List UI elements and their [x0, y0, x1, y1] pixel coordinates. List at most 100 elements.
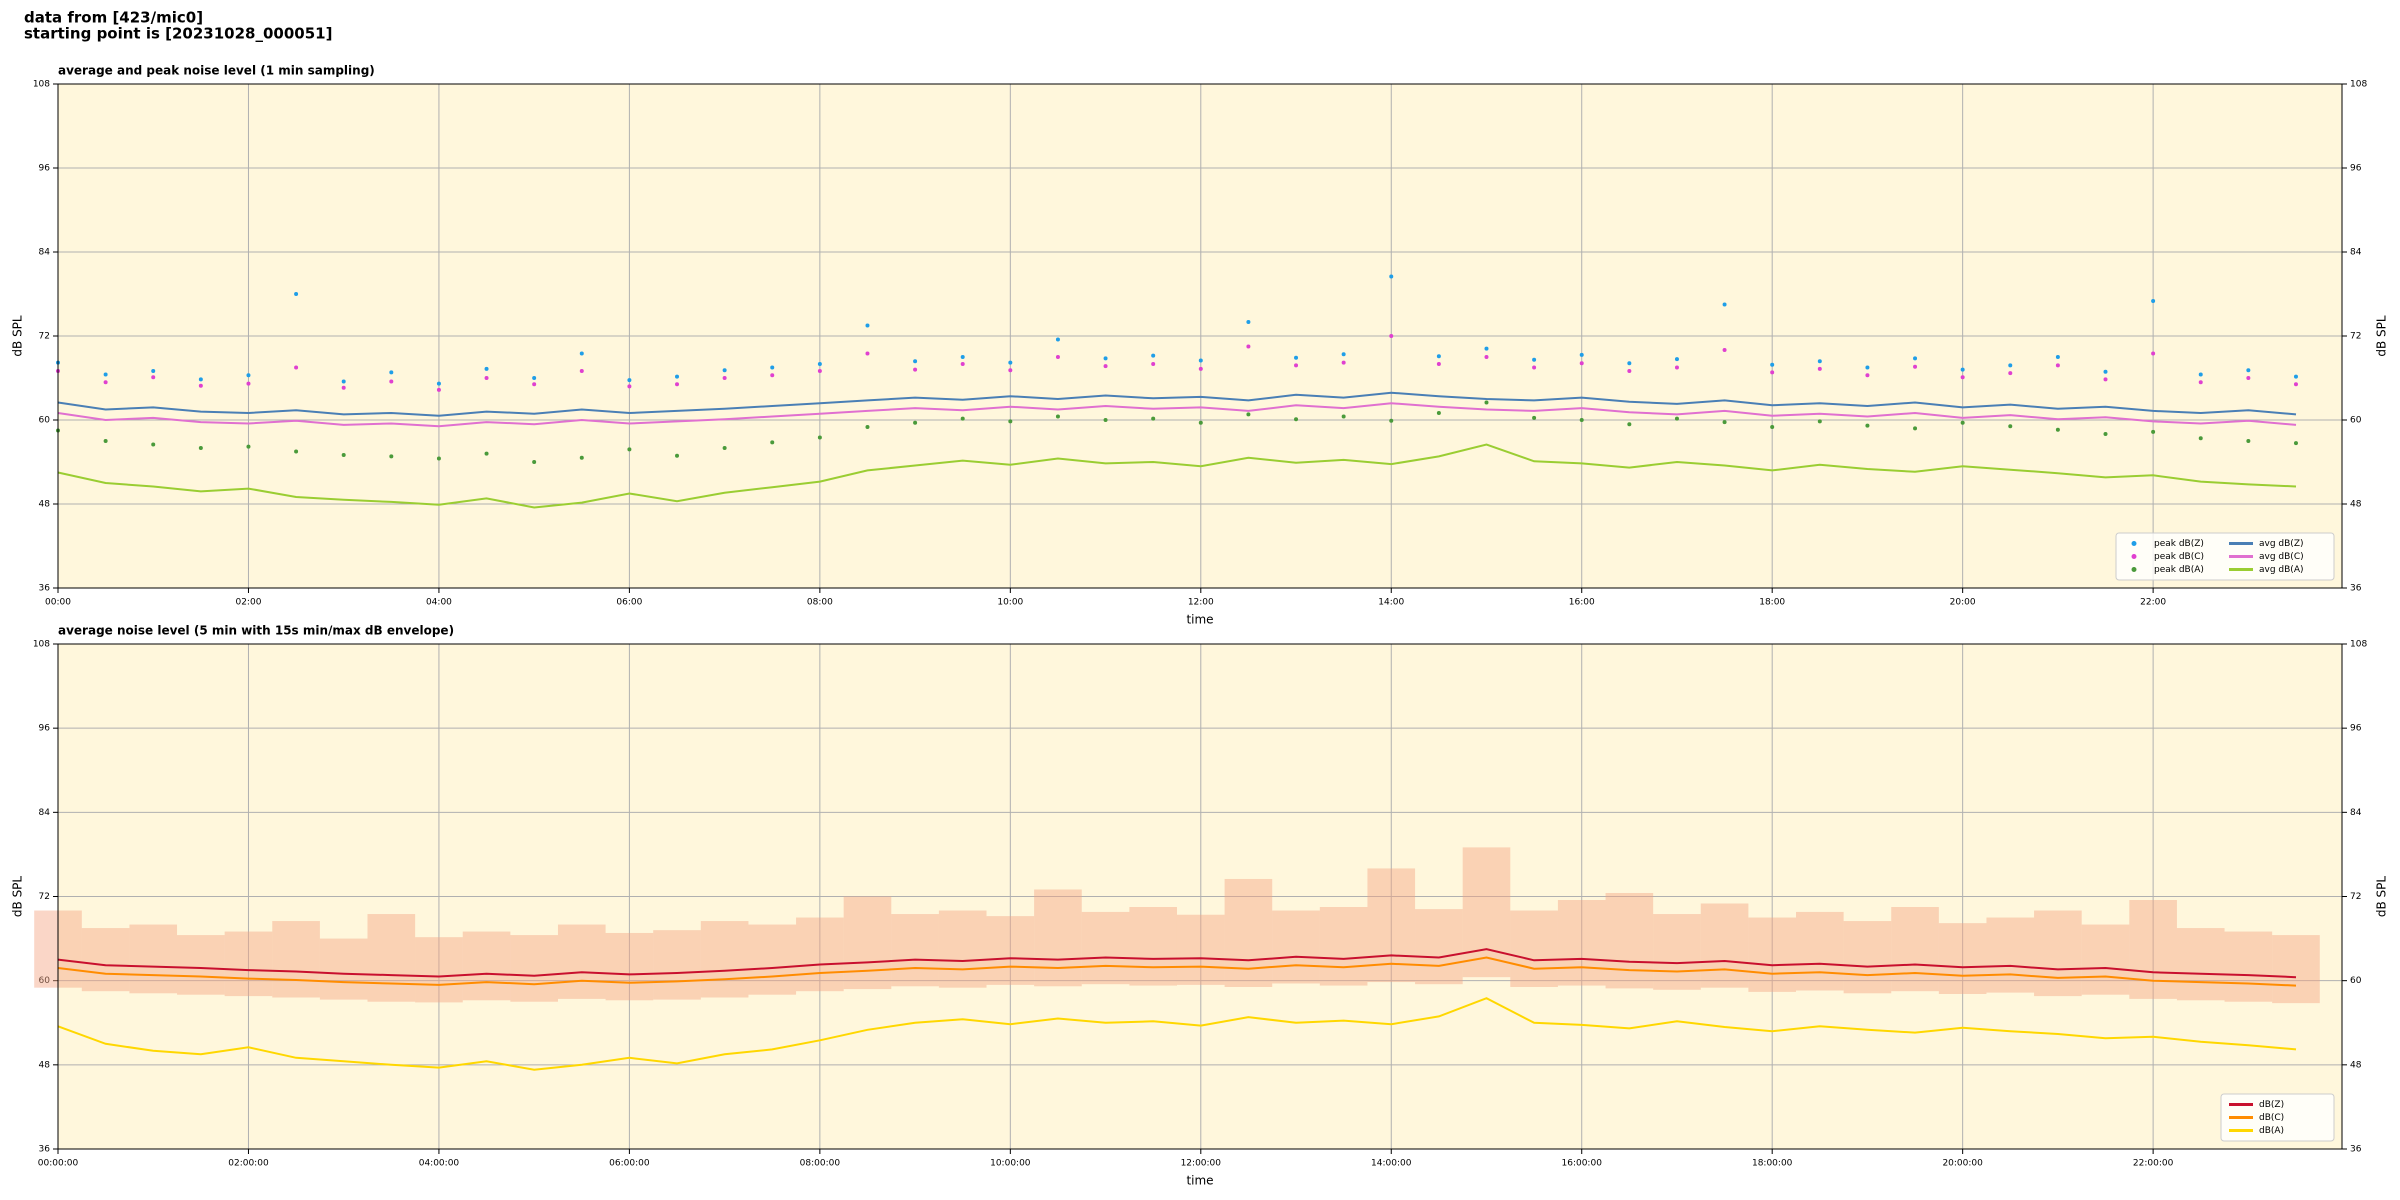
- peak-point: [865, 425, 870, 429]
- peak-point: [2246, 439, 2251, 443]
- peak-point: [2293, 374, 2298, 379]
- peak-point: [1865, 423, 1870, 428]
- peak-point: [1198, 366, 1203, 371]
- peak-point: [1103, 356, 1108, 361]
- peak-point: [1579, 418, 1584, 422]
- envelope: [1462, 847, 1511, 978]
- x-tick-label: 18:00:00: [1752, 1159, 1793, 1169]
- peak-point: [960, 355, 965, 359]
- y-tick-label: 96: [2350, 164, 2362, 174]
- peak-point: [1674, 357, 1679, 362]
- peak-point: [1579, 361, 1584, 366]
- peak-point: [865, 323, 870, 328]
- peak-point: [1341, 352, 1346, 357]
- peak-point: [389, 454, 394, 459]
- peak-point: [151, 442, 156, 447]
- y-tick-label: 36: [39, 584, 51, 594]
- y-axis-label: dB SPL: [11, 876, 25, 918]
- legend-label: dB(Z): [2259, 1100, 2284, 1110]
- envelope: [891, 914, 939, 987]
- peak-point: [627, 378, 632, 383]
- peak-point: [151, 375, 156, 380]
- peak-point: [770, 373, 775, 378]
- envelope: [605, 932, 654, 1001]
- peak-point: [1913, 356, 1918, 361]
- envelope: [2224, 931, 2273, 1002]
- peak-point: [1817, 359, 1822, 364]
- peak-point: [1008, 360, 1013, 365]
- envelope: [1319, 907, 1368, 986]
- peak-point: [675, 382, 680, 387]
- envelope: [177, 935, 225, 995]
- envelope: [986, 916, 1035, 985]
- y-tick-label: 84: [39, 808, 51, 818]
- envelope: [2034, 910, 2082, 997]
- envelope: [653, 930, 701, 1000]
- envelope: [1415, 909, 1463, 985]
- peak-point: [1627, 361, 1632, 366]
- x-tick-label: 00:00:00: [38, 1159, 79, 1169]
- peak-point: [1960, 367, 1965, 372]
- peak-point: [1484, 346, 1489, 351]
- x-tick-label: 10:00: [997, 598, 1023, 608]
- envelope: [1129, 907, 1177, 986]
- legend-label: peak dB(Z): [2154, 539, 2204, 549]
- x-tick-label: 08:00:00: [800, 1159, 841, 1169]
- envelope: [224, 931, 273, 997]
- x-tick-label: 20:00:00: [1942, 1159, 1983, 1169]
- y-tick-label: 108: [33, 640, 50, 650]
- peak-point: [627, 384, 632, 389]
- envelope: [415, 937, 463, 1003]
- envelope: [1700, 903, 1749, 988]
- envelope: [81, 928, 130, 992]
- envelope: [272, 921, 320, 998]
- peak-point: [579, 351, 584, 356]
- peak-point: [722, 446, 727, 450]
- envelope: [1557, 900, 1606, 986]
- envelope: [1891, 907, 1939, 992]
- peak-point: [532, 460, 537, 464]
- peak-point: [2198, 436, 2203, 441]
- peak-point: [246, 373, 251, 378]
- peak-point: [770, 440, 775, 445]
- peak-point: [1341, 414, 1346, 419]
- peak-point: [2198, 372, 2203, 377]
- y-tick-label: 60: [2350, 976, 2362, 986]
- peak-point: [1294, 363, 1299, 368]
- peak-point: [1246, 320, 1251, 324]
- y-axis-label: dB SPL: [2375, 315, 2389, 357]
- peak-point: [198, 383, 203, 388]
- peak-point: [1817, 366, 1822, 371]
- peak-point: [2008, 371, 2013, 376]
- legend-label: dB(C): [2259, 1113, 2284, 1123]
- peak-point: [484, 451, 489, 456]
- envelope: [1843, 921, 1892, 994]
- peak-point: [1103, 364, 1108, 369]
- header-line: data from [423/mic0]: [24, 9, 203, 27]
- y-tick-label: 84: [2350, 248, 2362, 258]
- peak-point: [1484, 355, 1489, 359]
- peak-point: [1960, 375, 1965, 380]
- y-tick-label: 48: [2350, 1060, 2362, 1070]
- legend-marker: [2131, 554, 2137, 559]
- x-tick-label: 02:00: [235, 598, 261, 608]
- peak-point: [675, 374, 680, 379]
- envelope: [2129, 900, 2177, 999]
- peak-point: [1151, 362, 1156, 366]
- legend-marker: [2131, 567, 2137, 572]
- peak-point: [2151, 429, 2156, 434]
- y-tick-label: 72: [39, 332, 50, 342]
- peak-point: [2198, 380, 2203, 385]
- peak-point: [770, 365, 775, 370]
- legend-label: dB(A): [2259, 1126, 2284, 1136]
- peak-point: [817, 362, 822, 366]
- y-tick-label: 72: [2350, 892, 2361, 902]
- peak-point: [2151, 299, 2156, 303]
- peak-point: [960, 416, 965, 421]
- peak-point: [2055, 363, 2060, 368]
- y-tick-label: 36: [2350, 584, 2362, 594]
- series-line: [57, 997, 2297, 1071]
- peak-point: [1722, 348, 1727, 352]
- peak-point: [1151, 416, 1156, 421]
- envelope: [2081, 924, 2130, 995]
